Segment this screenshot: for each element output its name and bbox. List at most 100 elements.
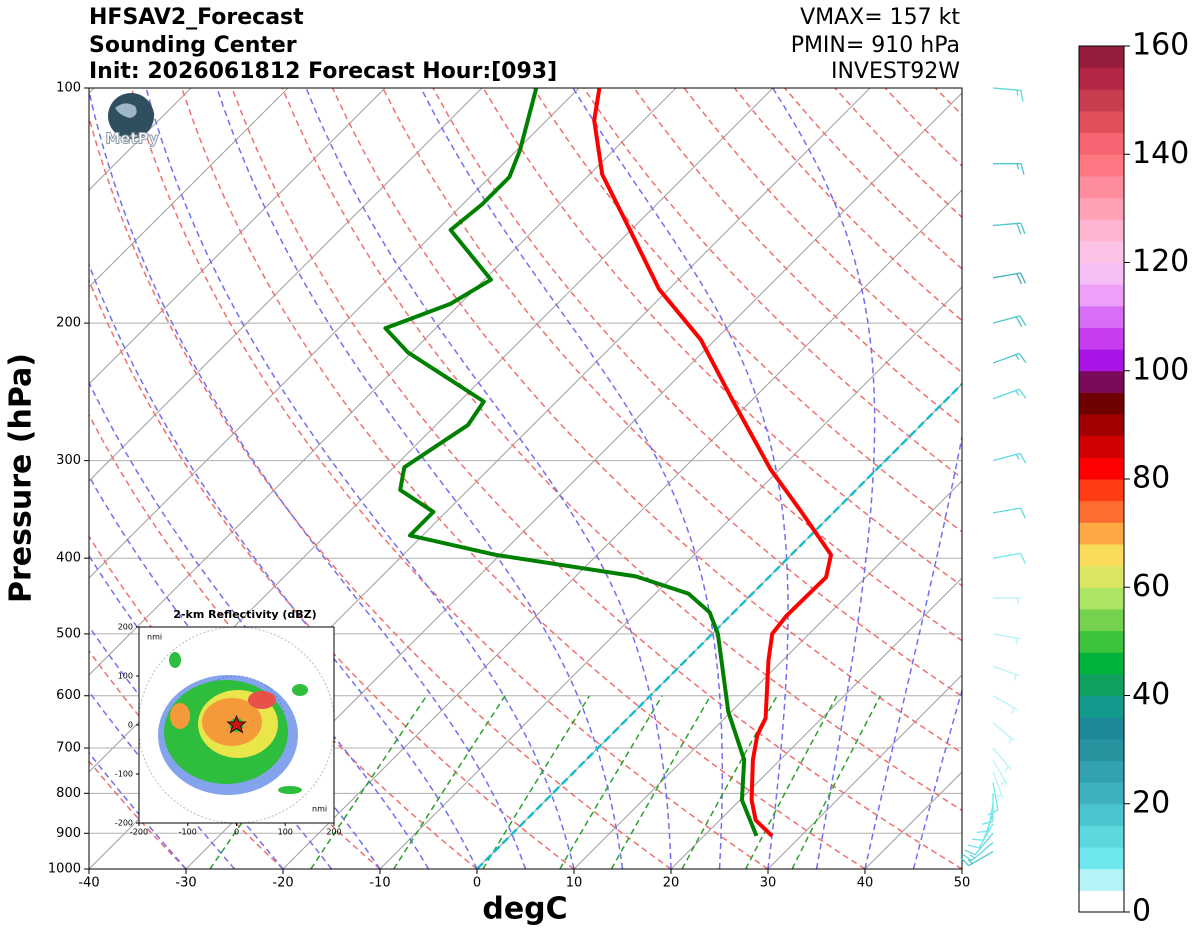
colorbar-band xyxy=(1079,890,1124,913)
dry-adiabat xyxy=(281,88,962,812)
colorbar-band xyxy=(1079,847,1124,870)
echo xyxy=(248,691,276,709)
wind-barb xyxy=(992,452,1027,464)
colorbar-band xyxy=(1079,110,1124,134)
inset-x-tick-label: 200 xyxy=(326,828,341,837)
profile-line xyxy=(383,88,759,837)
colorbar-band xyxy=(1079,46,1124,69)
y-tick-label: 100 xyxy=(56,81,81,96)
logo-land xyxy=(115,103,137,118)
moist-adiabat xyxy=(89,262,478,869)
colorbar-band xyxy=(1079,175,1124,199)
colorbar-band xyxy=(1079,543,1124,567)
colorbar-band xyxy=(1079,414,1124,437)
echo xyxy=(169,652,181,668)
dry-adiabat xyxy=(432,88,962,642)
x-tick-label: -30 xyxy=(175,876,196,891)
colorbar-band xyxy=(1079,608,1124,632)
inset-x-tick-label: 100 xyxy=(278,828,293,837)
moist-adiabat xyxy=(420,88,724,869)
inset-unit: nmi xyxy=(312,805,327,814)
colorbar-band xyxy=(1079,219,1124,242)
dry-adiabat xyxy=(89,759,187,869)
wind-barb xyxy=(981,793,994,825)
isotherm xyxy=(89,88,774,773)
wind-barb xyxy=(992,665,1020,681)
isotherm xyxy=(670,577,962,869)
colorbar-band xyxy=(1079,652,1124,675)
dry-adiabat xyxy=(583,88,962,480)
colorbar-band xyxy=(1079,240,1124,263)
wind-barb xyxy=(964,832,994,856)
wind-barb xyxy=(992,352,1027,364)
inset: 2-km Reflectivity (dBZ) nmi nmi -200 -100… xyxy=(115,608,342,837)
annotation: INVEST92W xyxy=(831,59,960,84)
plot-frame xyxy=(88,87,963,870)
inset-y-tick-label: -200 xyxy=(115,819,133,828)
mixing-ratio-line xyxy=(482,695,591,869)
echo xyxy=(170,703,190,729)
x-tick-label: 50 xyxy=(954,876,971,891)
colorbar-band xyxy=(1079,305,1124,328)
wind-barb xyxy=(992,315,1027,328)
wind-barb xyxy=(992,633,1021,644)
mixing-ratio-line xyxy=(745,695,838,869)
colorbar-tick-label: 20 xyxy=(1132,785,1170,820)
colorbar-band xyxy=(1079,825,1124,848)
dry-adiabat xyxy=(89,649,284,869)
wind-barb xyxy=(992,759,1008,786)
inset-y-tick-label: 200 xyxy=(118,623,133,632)
wind-barb xyxy=(960,851,994,867)
colorbar-tick-label: 140 xyxy=(1132,136,1189,171)
wind-barb xyxy=(976,803,994,834)
colorbar-tick-label: 100 xyxy=(1132,352,1189,387)
dry-adiabat xyxy=(733,88,962,322)
colorbar-band xyxy=(1079,197,1124,220)
y-tick-label: 1000 xyxy=(48,862,81,877)
isotherm xyxy=(767,674,962,869)
colorbar-band xyxy=(1079,370,1124,393)
wind-barb xyxy=(992,695,1018,714)
x-axis-label: degC xyxy=(482,892,567,927)
highlight-isotherm xyxy=(476,382,962,869)
logo: MetPy xyxy=(105,93,159,148)
x-tick-label: -40 xyxy=(78,876,99,891)
moist-adiabat xyxy=(216,88,624,869)
inset-map xyxy=(139,627,334,823)
colorbar-band xyxy=(1079,587,1124,610)
wind-barb xyxy=(992,597,1022,604)
isotherm xyxy=(89,88,483,482)
inset-x-tick-label: 0 xyxy=(234,828,239,837)
colorbar-band xyxy=(1079,717,1124,740)
dry-adiabat xyxy=(532,88,962,533)
colorbar-band xyxy=(1079,349,1124,372)
colorbar-band xyxy=(1079,435,1124,458)
colorbar-band xyxy=(1079,262,1124,285)
colorbar-band xyxy=(1079,457,1124,480)
y-tick-label: 200 xyxy=(56,316,81,331)
inset-y-tick-label: 100 xyxy=(118,672,133,681)
isotherm xyxy=(89,88,289,288)
x-tick-label: 30 xyxy=(760,876,777,891)
isotherm xyxy=(379,286,962,869)
moist-adiabat xyxy=(145,88,575,869)
annotation: PMIN= 910 hPa xyxy=(791,33,960,58)
title-line: HFSAV2_Forecast xyxy=(89,5,304,30)
colorbar-tick-label: 160 xyxy=(1132,28,1189,63)
colorbar-band xyxy=(1079,803,1124,826)
colorbar-band xyxy=(1079,868,1124,891)
colorbar-tick-label: 40 xyxy=(1132,677,1170,712)
colorbar-tick-label: 120 xyxy=(1132,244,1189,279)
inset-unit: nmi xyxy=(147,633,162,642)
y-axis-label: Pressure (hPa) xyxy=(4,353,39,603)
mixing-ratio-line xyxy=(791,695,882,869)
wind-barb xyxy=(992,388,1027,400)
wind-barb xyxy=(992,747,1012,772)
colorbar-band xyxy=(1079,500,1124,523)
colorbar-band xyxy=(1079,479,1124,502)
colorbar-band xyxy=(1079,284,1124,307)
inset-x-tick-label: -200 xyxy=(130,828,148,837)
isotherm xyxy=(89,88,677,676)
title-line: Init: 2026061812 Forecast Hour:[093] xyxy=(89,59,557,84)
